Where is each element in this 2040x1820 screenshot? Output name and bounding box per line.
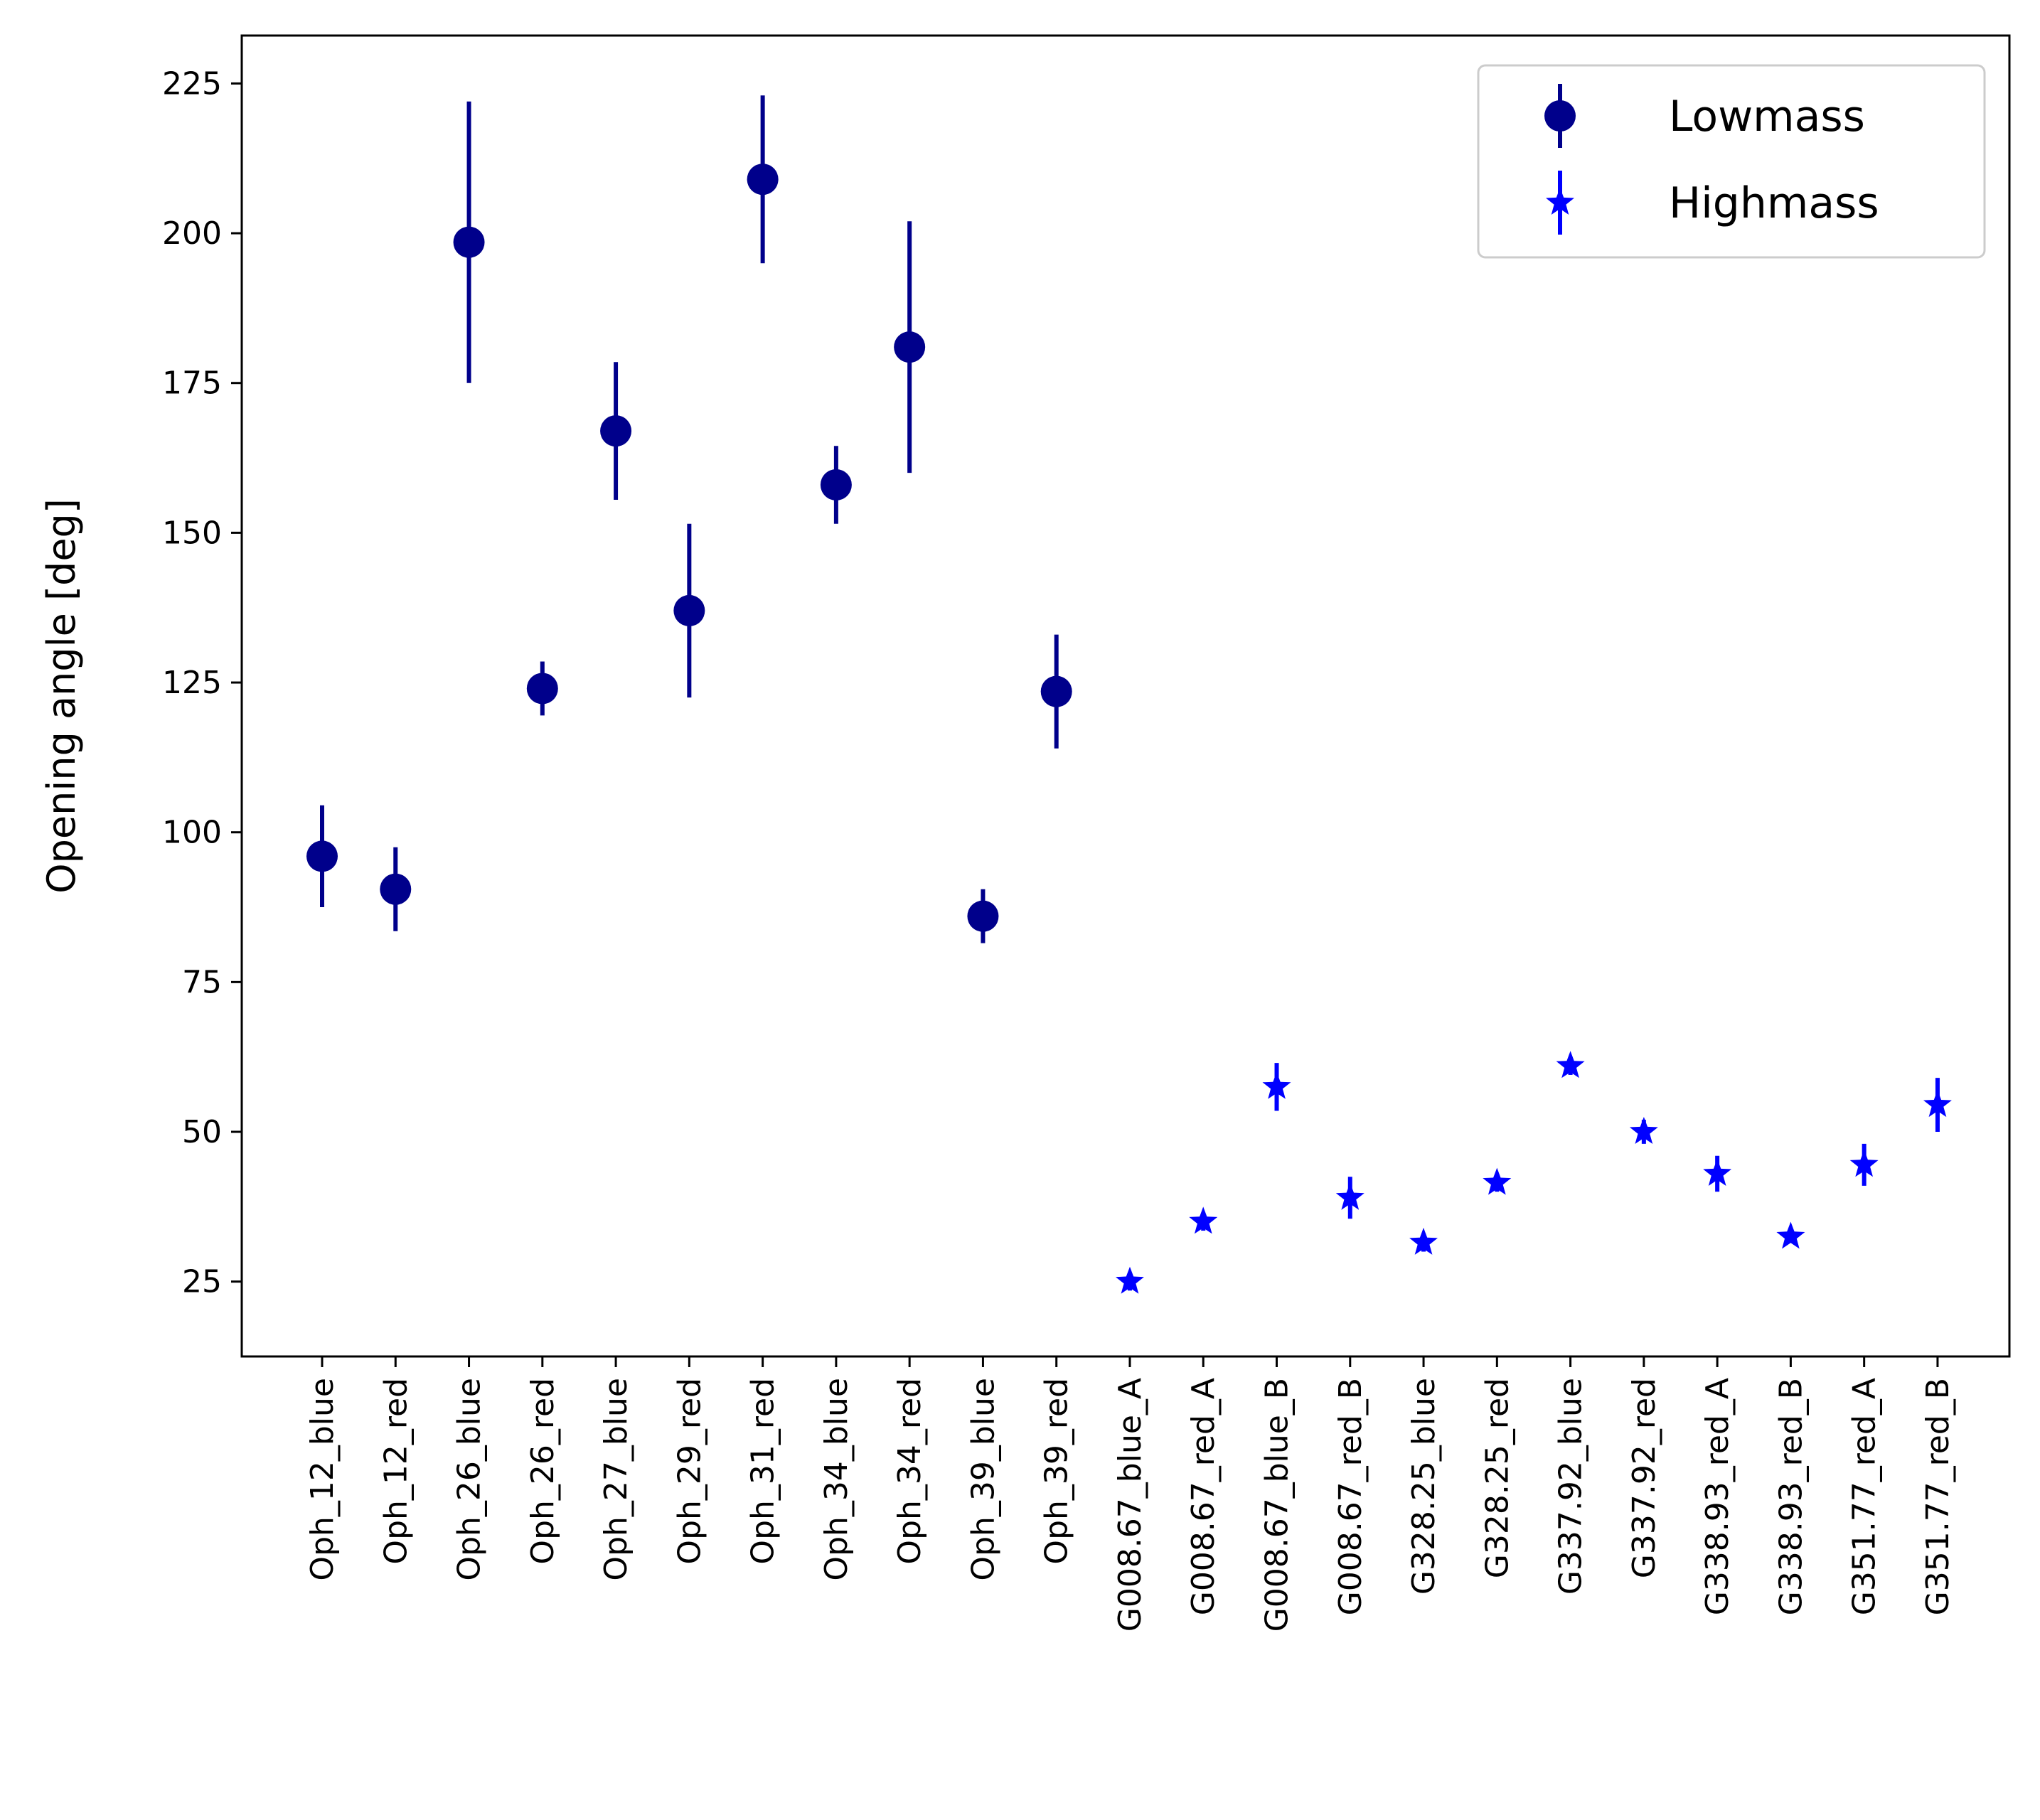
- data-point-circle: [747, 164, 779, 196]
- x-axis: Oph_12_blue Oph_12_red Oph_26_blue Oph_26_r…: [304, 1356, 1956, 1632]
- series-lowmass: [306, 95, 1072, 943]
- data-point-star: [1556, 1051, 1585, 1078]
- plot-frame: [240, 34, 2011, 1358]
- y-tick-label: 50: [182, 1114, 222, 1150]
- y-tick-label: 75: [182, 964, 222, 1000]
- series-highmass: [1116, 1051, 1952, 1294]
- data-point-star: [1335, 1182, 1365, 1210]
- data-point-circle: [967, 900, 999, 932]
- legend-box: [1477, 64, 1986, 259]
- y-tick-label: 200: [162, 215, 222, 252]
- data-point-circle: [1040, 675, 1072, 707]
- x-tick-label: G328.25_red: [1479, 1378, 1515, 1578]
- x-tick-label: Oph_26_red: [525, 1378, 561, 1565]
- x-tick-label: Oph_39_red: [1039, 1378, 1075, 1565]
- x-tick-label: G338.93_red_A: [1699, 1378, 1736, 1615]
- data-point-circle: [600, 415, 632, 447]
- data-point-star: [1776, 1221, 1805, 1249]
- legend-label: Highmass: [1669, 178, 1879, 228]
- y-tick-label: 125: [162, 665, 222, 701]
- x-tick-label: Oph_29_red: [671, 1378, 707, 1565]
- legend-label: Lowmass: [1669, 92, 1865, 141]
- y-axis: 25 50 75 100 125 150 175 200 225: [162, 65, 242, 1300]
- x-tick-label: Oph_26_blue: [452, 1378, 488, 1581]
- x-tick-label: G328.25_blue: [1406, 1378, 1442, 1595]
- legend-marker-star: [1546, 188, 1574, 215]
- data-point-star: [1849, 1150, 1879, 1177]
- data-point-star: [1703, 1159, 1732, 1186]
- data-point-circle: [526, 673, 558, 705]
- data-point-circle: [380, 873, 412, 905]
- x-tick-label: G008.67_red_A: [1185, 1378, 1222, 1615]
- x-tick-label: Oph_39_blue: [965, 1378, 1001, 1581]
- x-tick-label: G008.67_red_B: [1333, 1378, 1369, 1615]
- legend: Lowmass Highmass: [1477, 64, 1986, 259]
- y-tick-label: 150: [162, 515, 222, 551]
- data-point-star: [1483, 1167, 1512, 1195]
- plot-area: [306, 95, 1952, 1294]
- y-tick-label: 175: [162, 365, 222, 402]
- data-point-star: [1409, 1227, 1438, 1255]
- legend-marker-circle: [1544, 100, 1576, 132]
- x-tick-label: G351.77_red_A: [1847, 1378, 1883, 1615]
- y-tick-label: 25: [182, 1264, 222, 1300]
- x-tick-label: G337.92_red: [1626, 1378, 1662, 1578]
- x-tick-label: Oph_34_blue: [818, 1378, 855, 1581]
- data-point-circle: [894, 331, 926, 363]
- x-tick-label: Oph_12_blue: [304, 1378, 341, 1581]
- data-point-circle: [306, 840, 338, 872]
- x-tick-label: Oph_31_red: [745, 1378, 781, 1565]
- x-tick-label: G008.67_blue_A: [1112, 1378, 1148, 1632]
- x-tick-label: G338.93_red_B: [1773, 1378, 1809, 1615]
- data-point-circle: [673, 594, 705, 626]
- x-tick-label: G008.67_blue_B: [1259, 1378, 1296, 1632]
- data-point-star: [1116, 1266, 1144, 1294]
- x-tick-label: Oph_27_blue: [598, 1378, 634, 1581]
- y-tick-label: 225: [162, 65, 222, 102]
- y-axis-label: Opening angle [deg]: [39, 498, 84, 894]
- x-tick-label: Oph_34_red: [892, 1378, 928, 1565]
- data-point-circle: [453, 226, 485, 258]
- data-point-star: [1923, 1090, 1952, 1118]
- data-point-circle: [820, 469, 852, 500]
- data-point-star: [1262, 1071, 1291, 1099]
- x-tick-label: G351.77_red_B: [1920, 1378, 1956, 1615]
- x-tick-label: G337.92_blue: [1553, 1378, 1589, 1595]
- x-tick-label: Oph_12_red: [378, 1378, 414, 1565]
- data-point-star: [1189, 1206, 1218, 1234]
- y-tick-label: 100: [162, 815, 222, 851]
- data-point-star: [1629, 1117, 1658, 1144]
